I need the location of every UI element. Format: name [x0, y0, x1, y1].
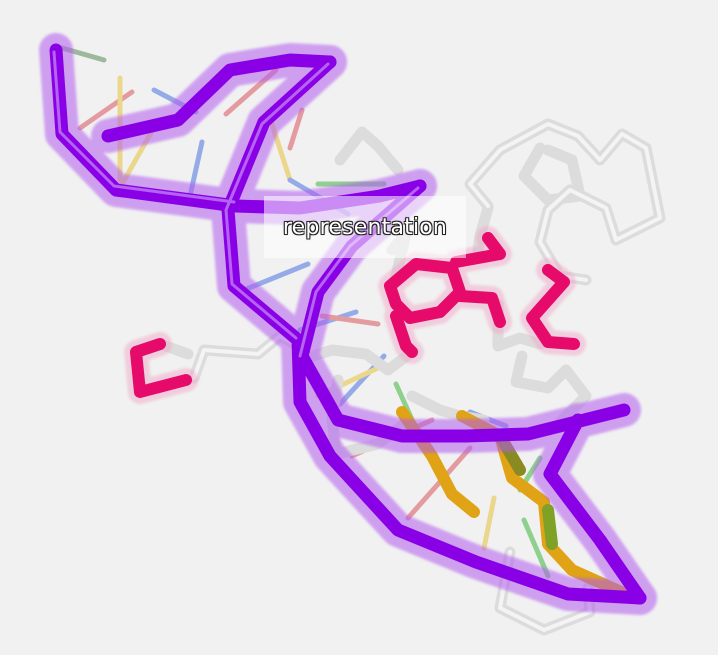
tooltip-label: representation: [282, 214, 448, 240]
hover-tooltip: representation: [264, 196, 466, 258]
highlighted-residues: [124, 226, 586, 404]
